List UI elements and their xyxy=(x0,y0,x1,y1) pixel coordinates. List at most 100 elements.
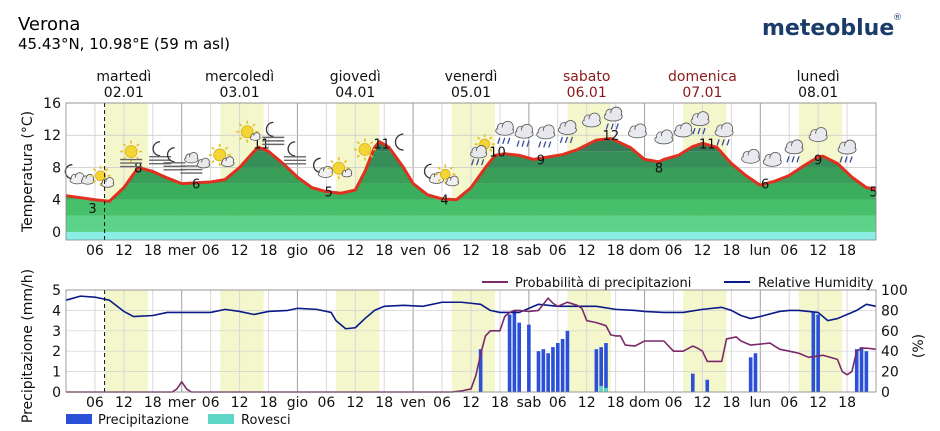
cloud-cover xyxy=(101,181,114,187)
sun-ray xyxy=(370,154,374,158)
temperature-value-label: 11 xyxy=(374,137,391,152)
temperature-axes: 0 4 8 12 16 Temperatura (°C) 06 12 18 mer 06 12 18 gi… xyxy=(20,96,877,259)
cloud-cover xyxy=(559,126,576,134)
cloud-rain-icon xyxy=(714,122,734,146)
temperature-tick-label: 8 xyxy=(52,160,61,176)
precip-x-tick-label: gio xyxy=(287,395,308,411)
precip-lines xyxy=(65,295,877,393)
cloud-rain-icon xyxy=(837,139,857,163)
cloud-cover xyxy=(342,172,352,177)
cloud-cover xyxy=(629,129,646,137)
cloud-rain-icon xyxy=(558,120,577,144)
precip-x-tick-label: 06 xyxy=(665,395,683,411)
cloud-shape xyxy=(69,172,85,185)
cloud-rain-icon xyxy=(603,106,623,130)
cloud-cover xyxy=(250,135,260,140)
precip-x-tick-label: 18 xyxy=(375,395,393,411)
temperature-x-tick-label: ven xyxy=(400,243,426,259)
temperature-band xyxy=(66,215,876,232)
precipitation-bar xyxy=(507,314,512,392)
temperature-value-label: 6 xyxy=(192,178,200,193)
legend-showers-label: Rovesci xyxy=(241,413,291,428)
temperature-x-tick-label: 06 xyxy=(202,243,220,259)
precipitation-bar xyxy=(536,351,541,392)
precip-x-tick-label: lun xyxy=(749,395,771,411)
precip-x-tick-label: 18 xyxy=(722,395,740,411)
rain-drop xyxy=(697,127,701,135)
cloud-icon xyxy=(741,148,761,164)
sun-ray xyxy=(437,166,441,170)
precipitation-bar xyxy=(705,379,710,392)
cloud-cover xyxy=(222,160,234,166)
day-date: 04.01 xyxy=(335,85,375,101)
cloud-cover xyxy=(742,155,759,163)
day-name: mercoledì xyxy=(205,69,274,85)
percent-axis-label: (%) xyxy=(911,334,927,358)
sun-ray xyxy=(238,136,243,141)
moon-fog-icon xyxy=(262,121,285,146)
day-date: 03.01 xyxy=(220,85,260,101)
sun-cloud-icon xyxy=(208,143,235,167)
precipitation-bar xyxy=(512,310,517,392)
precipitation-bar xyxy=(690,373,695,392)
precip-x-tick-label: 12 xyxy=(578,395,596,411)
cloud-icon xyxy=(582,112,601,128)
temperature-x-tick-label: 06 xyxy=(780,243,798,259)
day-name: domenica xyxy=(668,69,737,85)
temperature-value-label: 8 xyxy=(655,161,663,176)
cloud-cover xyxy=(430,177,443,183)
rain-drop xyxy=(502,137,506,144)
day-date: 05.01 xyxy=(451,85,491,101)
moon-shape xyxy=(265,121,274,138)
rain-drop xyxy=(476,158,480,166)
location-coords: 45.43°N, 10.98°E (59 m asl) xyxy=(18,35,230,53)
rain-drop xyxy=(559,136,564,144)
cloud-cover xyxy=(675,128,692,136)
cloud-rain-icon xyxy=(690,111,710,135)
cloud-cover xyxy=(537,130,554,138)
temperature-value-label: 6 xyxy=(761,178,769,193)
precip-x-tick-label: 18 xyxy=(838,395,856,411)
legend-precipitation-swatch xyxy=(66,414,92,424)
rain-drop xyxy=(839,156,843,163)
precipitation-bar xyxy=(565,330,570,392)
precip-bars xyxy=(478,310,869,392)
rain-drop xyxy=(721,139,725,146)
day-date: 08.01 xyxy=(798,85,838,101)
sun-ray xyxy=(330,173,334,177)
precipitation-bar xyxy=(517,322,522,392)
cloud-shape xyxy=(536,124,556,140)
cloud-shape xyxy=(673,122,693,138)
temperature-x-tick-label: 06 xyxy=(86,243,104,259)
sun-ray xyxy=(224,146,229,150)
cloud-shape xyxy=(690,111,710,126)
temperature-x-tick-label: 12 xyxy=(115,243,133,259)
sun-ray xyxy=(356,141,360,145)
temperature-value-label: 5 xyxy=(325,186,333,201)
precipitation-bar xyxy=(541,349,546,392)
temperature-x-tick-label: 06 xyxy=(665,243,683,259)
sun-ray xyxy=(489,136,493,140)
sun-disc xyxy=(240,125,254,139)
precip-tick-label: 3 xyxy=(52,324,61,340)
rain-drop xyxy=(796,156,800,163)
precip-frame xyxy=(65,289,877,393)
sun-small-cloud-icon xyxy=(327,157,353,180)
sun-cloud-rain-icon xyxy=(470,134,495,166)
cloud-icon xyxy=(808,127,828,142)
temperature-x-tick-label: lun xyxy=(749,243,771,259)
cloud-rain-icon xyxy=(536,124,556,148)
temperature-x-tick-label: 18 xyxy=(838,243,856,259)
cloud-shape xyxy=(784,139,804,155)
cloud-shape xyxy=(428,171,445,184)
day-name: martedì xyxy=(96,69,151,85)
cloud-rain-icon xyxy=(495,120,515,144)
temperature-value-label: 5 xyxy=(869,186,877,201)
sun-ray xyxy=(104,168,109,172)
cloud-shape xyxy=(495,120,515,136)
percent-tick-label: 20 xyxy=(881,365,899,381)
precipitation-bar xyxy=(546,353,550,392)
sun-ray xyxy=(92,180,97,184)
